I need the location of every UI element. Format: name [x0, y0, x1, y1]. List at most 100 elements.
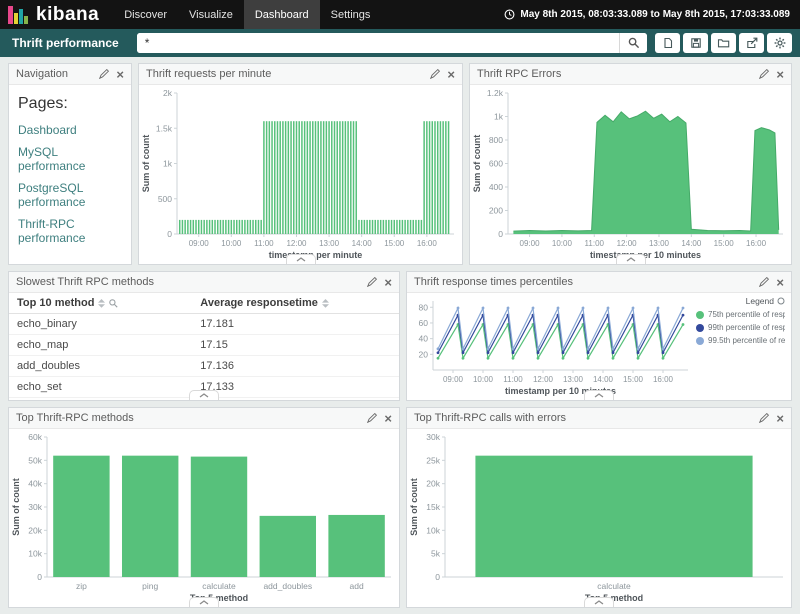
- panel-title: Top Thrift-RPC methods: [16, 412, 134, 424]
- load-dashboard-button[interactable]: [711, 33, 736, 53]
- svg-text:Sum of count: Sum of count: [409, 478, 419, 536]
- legend-item-75th[interactable]: 75th percentile of resp...: [696, 310, 785, 319]
- panel-title: Navigation: [16, 68, 68, 80]
- table-row: add_doubles 17.136: [9, 355, 399, 377]
- svg-text:200: 200: [489, 206, 503, 216]
- time-range-label: May 8th 2015, 08:03:33.089 to May 8th 20…: [520, 9, 790, 20]
- svg-text:ping: ping: [142, 581, 158, 591]
- edit-icon[interactable]: [367, 277, 378, 287]
- kibana-logo[interactable]: kibana: [0, 0, 113, 29]
- collapse-toggle[interactable]: [285, 254, 316, 264]
- panel-header: Thrift response times percentiles ×: [407, 272, 791, 293]
- svg-text:0: 0: [167, 229, 172, 239]
- column-header-responsetime[interactable]: Average responsetime: [192, 293, 399, 314]
- column-header-method[interactable]: Top 10 method: [9, 293, 193, 314]
- svg-text:13:00: 13:00: [649, 239, 670, 248]
- collapse-toggle[interactable]: [615, 254, 646, 264]
- nav-dashboard[interactable]: Dashboard: [243, 0, 320, 29]
- svg-text:0: 0: [435, 572, 440, 582]
- svg-text:40: 40: [419, 334, 429, 344]
- legend-label: 99.5th percentile of re...: [708, 336, 785, 345]
- close-icon[interactable]: ×: [116, 66, 124, 82]
- svg-text:Sum of count: Sum of count: [141, 135, 151, 193]
- chevron-up-icon: [296, 257, 305, 262]
- close-icon[interactable]: ×: [776, 274, 784, 290]
- panel-header: Thrift requests per minute ×: [139, 64, 462, 85]
- edit-icon[interactable]: [759, 69, 770, 79]
- new-dashboard-button[interactable]: [655, 33, 680, 53]
- edit-icon[interactable]: [759, 413, 770, 423]
- svg-text:zip: zip: [76, 581, 87, 591]
- kibana-logo-icon: [8, 5, 28, 24]
- collapse-toggle[interactable]: [189, 597, 219, 607]
- close-icon[interactable]: ×: [776, 66, 784, 82]
- chevron-up-icon: [199, 600, 209, 605]
- save-dashboard-button[interactable]: [683, 33, 708, 53]
- collapse-toggle[interactable]: [584, 390, 614, 400]
- close-icon[interactable]: ×: [384, 410, 392, 426]
- svg-text:12:00: 12:00: [286, 239, 307, 248]
- legend-item-99-5th[interactable]: 99.5th percentile of re...: [696, 336, 785, 345]
- svg-text:25k: 25k: [426, 455, 440, 465]
- save-icon: [690, 38, 701, 48]
- svg-text:14:00: 14:00: [352, 239, 373, 248]
- svg-text:16:00: 16:00: [417, 239, 438, 248]
- panel-slowest-methods: Slowest Thrift RPC methods ×: [8, 271, 400, 401]
- svg-text:12:00: 12:00: [533, 375, 554, 384]
- app-nav: Discover Visualize Dashboard Settings: [113, 0, 381, 29]
- svg-text:14:00: 14:00: [593, 375, 614, 384]
- clock-icon: [504, 9, 515, 20]
- chevron-up-icon: [594, 600, 604, 605]
- responsetime-cell: 17.136: [192, 355, 399, 377]
- svg-text:5k: 5k: [431, 549, 441, 559]
- nav-link-thrift-rpc[interactable]: Thrift-RPC performance: [18, 217, 86, 245]
- time-range-picker[interactable]: May 8th 2015, 08:03:33.089 to May 8th 20…: [504, 0, 800, 29]
- responsetime-cell: 17.181: [192, 313, 399, 335]
- top-errors-bar-chart: 0 5k 10k 15k 20k 25k 30k calculate Top 5 method S…: [409, 432, 783, 603]
- close-icon[interactable]: ×: [384, 274, 392, 290]
- svg-text:60: 60: [419, 318, 429, 328]
- nav-link-mysql[interactable]: MySQL performance: [18, 145, 86, 173]
- edit-icon[interactable]: [99, 69, 110, 79]
- nav-visualize[interactable]: Visualize: [189, 8, 233, 21]
- svg-text:11:00: 11:00: [254, 239, 274, 248]
- nav-discover[interactable]: Discover: [124, 8, 167, 21]
- edit-icon[interactable]: [367, 413, 378, 423]
- new-document-icon: [663, 37, 672, 49]
- svg-text:20: 20: [419, 349, 429, 359]
- svg-text:10:00: 10:00: [473, 375, 494, 384]
- options-button[interactable]: [767, 33, 792, 53]
- svg-text:600: 600: [489, 159, 503, 169]
- panel-percentiles: Thrift response times percentiles × 20 40…: [406, 271, 792, 401]
- nav-settings[interactable]: Settings: [330, 8, 371, 21]
- share-button[interactable]: [739, 33, 764, 53]
- svg-text:12:00: 12:00: [617, 239, 638, 248]
- responsetime-cell: 17.133: [192, 376, 399, 398]
- top-methods-bar-chart: 0 10k 20k 30k 40k 50k 60k zip ping calculate add_d…: [11, 432, 391, 603]
- legend-toggle-icon: [777, 297, 785, 305]
- nav-link-postgresql[interactable]: PostgreSQL performance: [18, 181, 86, 209]
- legend-item-99th[interactable]: 99th percentile of resp...: [696, 323, 785, 332]
- collapse-toggle[interactable]: [189, 390, 219, 400]
- nav-link-dashboard[interactable]: Dashboard: [18, 123, 77, 137]
- legend-label: 75th percentile of resp...: [708, 310, 785, 319]
- magnifier-icon[interactable]: [109, 298, 119, 308]
- panel-title: Thrift RPC Errors: [477, 68, 562, 80]
- svg-text:15:00: 15:00: [623, 375, 644, 384]
- legend-title[interactable]: Legend: [696, 296, 785, 306]
- close-icon[interactable]: ×: [447, 66, 455, 82]
- panel-thrift-rpc-errors: Thrift RPC Errors × 0 200 400 600 800 1k 1.2k 0…: [469, 63, 792, 265]
- svg-text:10:00: 10:00: [552, 239, 573, 248]
- search-button[interactable]: [619, 33, 647, 53]
- svg-text:60k: 60k: [28, 432, 42, 442]
- close-icon[interactable]: ×: [776, 410, 784, 426]
- requests-histogram-chart: 0 500 1k 1.5k 2k 09:00 10:00 11:00 12:00 13:00 14:…: [141, 88, 454, 260]
- edit-icon[interactable]: [759, 277, 770, 287]
- svg-text:calculate: calculate: [597, 581, 631, 591]
- query-input[interactable]: [136, 33, 619, 53]
- svg-text:calculate: calculate: [202, 581, 236, 591]
- table-row: echo_set 17.133: [9, 376, 399, 398]
- collapse-toggle[interactable]: [584, 597, 614, 607]
- edit-icon[interactable]: [430, 69, 441, 79]
- panel-top-errors: Top Thrift-RPC calls with errors × 0 5k 10…: [406, 407, 792, 608]
